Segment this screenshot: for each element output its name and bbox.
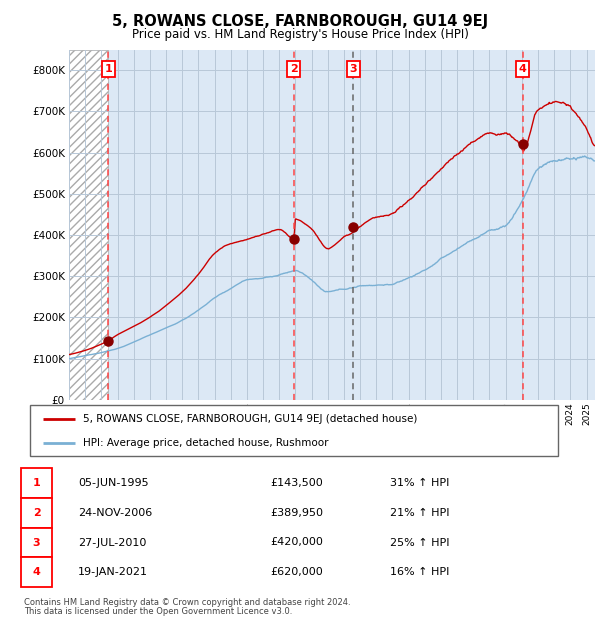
Text: 05-JUN-1995: 05-JUN-1995 bbox=[78, 478, 149, 488]
Text: 4: 4 bbox=[32, 567, 41, 577]
Text: £143,500: £143,500 bbox=[270, 478, 323, 488]
Text: 21% ↑ HPI: 21% ↑ HPI bbox=[390, 508, 449, 518]
Text: 16% ↑ HPI: 16% ↑ HPI bbox=[390, 567, 449, 577]
Bar bbox=[69, 50, 108, 400]
Text: 1: 1 bbox=[104, 64, 112, 74]
Text: This data is licensed under the Open Government Licence v3.0.: This data is licensed under the Open Gov… bbox=[24, 607, 292, 616]
Text: 24-NOV-2006: 24-NOV-2006 bbox=[78, 508, 152, 518]
Text: £620,000: £620,000 bbox=[270, 567, 323, 577]
FancyBboxPatch shape bbox=[30, 405, 558, 456]
Text: 27-JUL-2010: 27-JUL-2010 bbox=[78, 538, 146, 547]
Text: 3: 3 bbox=[33, 538, 40, 547]
Text: 3: 3 bbox=[349, 64, 357, 74]
Text: HPI: Average price, detached house, Rushmoor: HPI: Average price, detached house, Rush… bbox=[83, 438, 328, 448]
Text: £389,950: £389,950 bbox=[270, 508, 323, 518]
Text: 4: 4 bbox=[518, 64, 527, 74]
Text: £420,000: £420,000 bbox=[270, 538, 323, 547]
Text: 2: 2 bbox=[290, 64, 298, 74]
Text: Contains HM Land Registry data © Crown copyright and database right 2024.: Contains HM Land Registry data © Crown c… bbox=[24, 598, 350, 607]
Text: 1: 1 bbox=[33, 478, 40, 488]
Text: 19-JAN-2021: 19-JAN-2021 bbox=[78, 567, 148, 577]
Text: Price paid vs. HM Land Registry's House Price Index (HPI): Price paid vs. HM Land Registry's House … bbox=[131, 28, 469, 41]
Text: 5, ROWANS CLOSE, FARNBOROUGH, GU14 9EJ: 5, ROWANS CLOSE, FARNBOROUGH, GU14 9EJ bbox=[112, 14, 488, 29]
Text: 5, ROWANS CLOSE, FARNBOROUGH, GU14 9EJ (detached house): 5, ROWANS CLOSE, FARNBOROUGH, GU14 9EJ (… bbox=[83, 414, 417, 424]
Text: 25% ↑ HPI: 25% ↑ HPI bbox=[390, 538, 449, 547]
Text: 31% ↑ HPI: 31% ↑ HPI bbox=[390, 478, 449, 488]
Text: 2: 2 bbox=[33, 508, 40, 518]
